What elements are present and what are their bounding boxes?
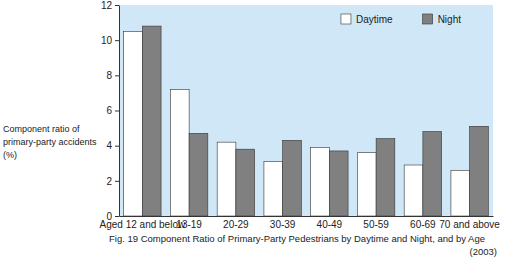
bar xyxy=(124,31,143,216)
bar xyxy=(236,149,255,216)
y-axis-title-line: primary-party accidents xyxy=(3,137,97,147)
x-tick: 13-19 xyxy=(176,216,202,230)
bar xyxy=(376,139,395,216)
legend-label: Night xyxy=(438,14,462,25)
legend-item: Daytime xyxy=(341,14,393,25)
x-tick: 30-39 xyxy=(270,216,296,230)
bars xyxy=(124,26,489,216)
title-line: (2003) xyxy=(470,246,497,257)
bar xyxy=(451,170,470,216)
y-tick-mark xyxy=(115,75,119,76)
y-axis: 024681012 xyxy=(101,0,120,222)
y-tick: 4 xyxy=(106,140,119,151)
bar xyxy=(283,140,302,216)
chart: 024681012Aged 12 and below13-1920-2930-3… xyxy=(0,0,507,277)
x-tick: 50-59 xyxy=(363,216,389,230)
y-tick-label: 2 xyxy=(106,176,112,187)
x-axis-line xyxy=(120,216,494,217)
bar xyxy=(142,26,161,216)
x-tick: 20-29 xyxy=(223,216,249,230)
bar xyxy=(423,132,442,216)
legend-swatch xyxy=(423,14,433,24)
y-tick-mark xyxy=(115,5,119,6)
y-tick: 2 xyxy=(106,176,119,187)
legend: Daytime Night xyxy=(341,14,461,25)
bar xyxy=(189,133,208,216)
y-axis-title: Component ratio of primary-party accident… xyxy=(3,124,97,160)
y-tick: 6 xyxy=(106,105,119,116)
x-tick-label: 20-29 xyxy=(223,219,249,230)
legend-swatch xyxy=(341,14,351,24)
plot-background xyxy=(119,5,493,216)
bar xyxy=(470,126,489,216)
bar xyxy=(264,161,283,216)
bar xyxy=(329,151,348,216)
legend-item: Night xyxy=(423,14,462,25)
y-axis-title-line: Component ratio of xyxy=(3,124,80,134)
x-tick-label: 70 and above xyxy=(439,219,500,230)
x-tick-label: 50-59 xyxy=(363,219,389,230)
y-tick: 8 xyxy=(106,70,119,81)
x-tick: 70 and above xyxy=(439,216,500,230)
y-axis-title-line: (%) xyxy=(3,150,17,160)
y-tick-mark xyxy=(115,40,119,41)
bar xyxy=(357,153,376,216)
y-tick-label: 8 xyxy=(106,70,112,81)
y-tick-mark xyxy=(115,181,119,182)
x-tick-label: 40-49 xyxy=(317,219,343,230)
y-tick: 12 xyxy=(101,0,119,11)
x-tick-label: 60-69 xyxy=(410,219,436,230)
x-tick-label: 13-19 xyxy=(176,219,202,230)
y-tick-mark xyxy=(115,111,119,112)
legend-label: Daytime xyxy=(356,14,393,25)
x-tick: 60-69 xyxy=(410,216,436,230)
y-tick: 10 xyxy=(101,35,119,46)
y-tick-label: 4 xyxy=(106,140,112,151)
x-axis: Aged 12 and below13-19 20-29 30-39 40-49 50-… xyxy=(100,216,501,230)
y-tick-label: 10 xyxy=(101,35,113,46)
bar xyxy=(170,89,189,216)
bar xyxy=(404,165,423,216)
x-tick-label: 30-39 xyxy=(270,219,296,230)
title-line: Fig. 19 Component Ratio of Primary-Party… xyxy=(109,233,485,244)
x-tick: Aged 12 and below xyxy=(100,216,186,230)
bar xyxy=(217,142,236,216)
bar xyxy=(311,147,330,216)
x-tick: 40-49 xyxy=(317,216,343,230)
title: Fig. 19 Component Ratio of Primary-Party… xyxy=(109,233,497,257)
y-tick-mark xyxy=(115,146,119,147)
y-axis-line xyxy=(119,6,120,217)
y-tick-label: 12 xyxy=(101,0,113,11)
y-tick-label: 6 xyxy=(106,105,112,116)
plot: 024681012Aged 12 and below13-1920-2930-3… xyxy=(100,0,501,230)
x-tick-label: Aged 12 and below xyxy=(100,219,186,230)
y-tick-mark xyxy=(115,216,119,217)
